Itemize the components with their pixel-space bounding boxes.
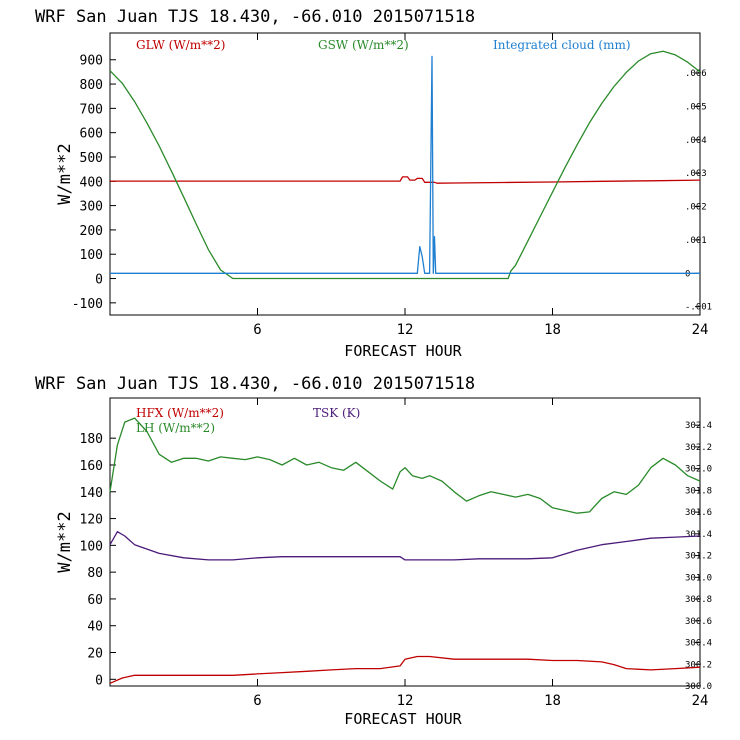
y-tick-label-0-0: -100	[72, 297, 103, 312]
chart-title-1: WRF San Juan TJS 18.430, -66.010 2015071…	[35, 374, 475, 394]
x-tick-label-0-2: 18	[544, 322, 561, 338]
y-tick-label-0-6: 500	[80, 151, 103, 166]
y2-tick-label-1-7: 301.0	[685, 573, 712, 583]
x-tick-label-1-1: 12	[397, 693, 414, 709]
y2-tick-label-0-1: .005	[685, 102, 707, 112]
y2-tick-label-1-4: 301.6	[685, 508, 712, 518]
y-tick-label-1-4: 80	[87, 566, 103, 581]
y-tick-label-0-2: 100	[80, 248, 103, 263]
y2-tick-label-1-2: 302.0	[685, 465, 712, 475]
y-axis-label-1: W/m**2	[55, 511, 75, 572]
legend-entry-1-2: TSK (K)	[313, 406, 360, 420]
series-line-1-2	[109, 531, 701, 561]
y-tick-label-1-6: 120	[80, 513, 103, 528]
y-tick-label-0-3: 200	[80, 224, 103, 239]
y-tick-label-1-2: 40	[87, 620, 103, 635]
y2-tick-label-0-0: .006	[685, 69, 707, 79]
x-tick-label-1-3: 24	[692, 693, 709, 709]
y2-tick-label-0-5: .001	[685, 236, 707, 246]
y2-tick-label-1-6: 301.2	[685, 552, 712, 562]
y-tick-label-0-1: 0	[95, 273, 103, 288]
x-tick-label-1-2: 18	[544, 693, 561, 709]
y2-tick-label-1-12: 300.0	[685, 682, 712, 692]
y2-tick-label-1-9: 300.6	[685, 617, 712, 627]
y-tick-label-1-7: 140	[80, 486, 103, 501]
y2-tick-label-1-5: 301.4	[685, 530, 712, 540]
plot-frame-1	[109, 397, 701, 687]
series-line-0-2	[110, 55, 700, 274]
series-line-1-0	[109, 655, 701, 684]
series-line-0-0	[110, 176, 701, 184]
x-tick-label-0-0: 6	[253, 322, 261, 338]
y-tick-label-0-4: 300	[80, 200, 103, 215]
x-tick-label-0-1: 12	[397, 322, 414, 338]
y-tick-label-1-8: 160	[80, 459, 103, 474]
y2-tick-label-1-11: 300.2	[685, 660, 712, 670]
chart-title-0: WRF San Juan TJS 18.430, -66.010 2015071…	[35, 7, 475, 27]
y-tick-label-0-9: 800	[80, 78, 103, 93]
legend-entry-0-0: GLW (W/m**2)	[136, 38, 225, 52]
x-tick-label-1-0: 6	[253, 693, 261, 709]
x-axis-label-0: FORECAST HOUR	[344, 342, 462, 360]
x-tick-label-0-3: 24	[692, 322, 709, 338]
y-tick-label-0-5: 400	[80, 175, 103, 190]
y-tick-label-1-1: 20	[87, 647, 103, 662]
y2-tick-label-0-2: .004	[685, 136, 707, 146]
y-tick-label-1-9: 180	[80, 432, 103, 447]
legend-entry-1-1: LH (W/m**2)	[136, 421, 215, 435]
y-tick-label-0-10: 900	[80, 54, 103, 69]
y-tick-label-1-5: 100	[80, 539, 103, 554]
y2-tick-label-0-6: 0	[685, 269, 690, 279]
legend-entry-0-2: Integrated cloud (mm)	[493, 38, 631, 52]
y2-tick-label-1-1: 302.2	[685, 443, 712, 453]
y-tick-label-0-8: 700	[80, 102, 103, 117]
y-tick-label-1-0: 0	[95, 673, 103, 688]
y2-tick-label-0-7: -.001	[685, 303, 712, 313]
y-tick-label-1-3: 60	[87, 593, 103, 608]
y2-tick-label-0-3: .003	[685, 169, 707, 179]
y2-tick-label-1-10: 300.4	[685, 639, 712, 649]
series-line-0-1	[109, 50, 701, 280]
y2-tick-label-1-3: 301.8	[685, 486, 712, 496]
y2-tick-label-1-8: 300.8	[685, 595, 712, 605]
legend-entry-1-0: HFX (W/m**2)	[136, 406, 224, 420]
y-axis-label-0: W/m**2	[55, 143, 75, 204]
x-axis-label-1: FORECAST HOUR	[344, 710, 462, 728]
legend-entry-0-1: GSW (W/m**2)	[318, 38, 409, 52]
y2-tick-label-0-4: .002	[685, 203, 707, 213]
y-tick-label-0-7: 600	[80, 127, 103, 142]
y2-tick-label-1-0: 302.4	[685, 421, 712, 431]
series-line-1-1	[109, 417, 701, 514]
